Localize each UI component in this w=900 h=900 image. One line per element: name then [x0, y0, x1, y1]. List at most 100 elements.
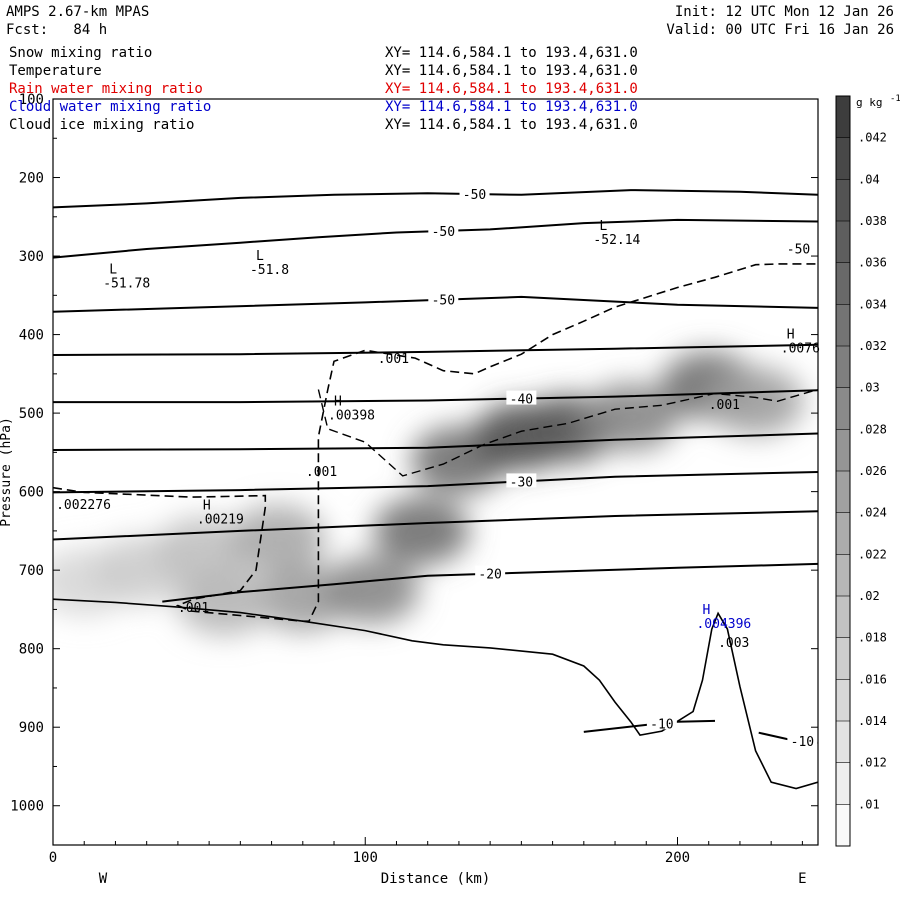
- y-tick-label: 900: [19, 720, 44, 736]
- isotherm-label: -20: [478, 568, 501, 583]
- snow-blob: [707, 367, 804, 436]
- isotherm-label: -50: [463, 188, 486, 203]
- x-tick-label: 200: [665, 850, 690, 866]
- extremum-value: -52.14: [593, 233, 640, 248]
- x-axis-title: Distance (km): [381, 871, 491, 887]
- y-tick-label: 600: [19, 485, 44, 501]
- x-tick-label: 100: [353, 850, 378, 866]
- extremum-value: .00398: [328, 408, 375, 423]
- isotherm-label: -50: [432, 294, 455, 309]
- colorbar-tick-label: .03: [858, 381, 880, 395]
- colorbar-tick-label: .042: [858, 131, 887, 145]
- west-label: W: [99, 871, 108, 887]
- forecast-hour: Fcst: 84 h: [6, 22, 108, 38]
- cloud-ice-contour: [53, 263, 818, 622]
- contour-label: .001: [709, 398, 740, 413]
- field-name: Cloud ice mixing ratio: [9, 117, 194, 133]
- colorbar-tick-label: .04: [858, 172, 880, 186]
- isotherm-label-bg: [506, 473, 537, 488]
- colorbar-swatch: [836, 262, 850, 305]
- isotherm-label: -50: [432, 225, 455, 240]
- field-name: Cloud water mixing ratio: [9, 99, 211, 115]
- colorbar-swatch: [836, 554, 850, 596]
- field-name: Snow mixing ratio: [9, 45, 152, 61]
- contour-label: .002276: [56, 498, 111, 513]
- y-tick-label: 300: [19, 249, 44, 265]
- colorbar-tick-label: .014: [858, 714, 887, 728]
- isotherm-label-bg: [506, 390, 537, 405]
- isotherm-line: [53, 218, 818, 259]
- isotherm-label-bg: [646, 715, 677, 730]
- colorbar-tick-label: .026: [858, 464, 887, 478]
- snow-blob: [229, 504, 326, 573]
- isotherm-label-bg: [428, 291, 459, 306]
- extremum-letter: L: [109, 262, 117, 277]
- extremum-value: .00219: [197, 513, 244, 528]
- colorbar-swatch: [836, 429, 850, 471]
- isotherm-label: -10: [650, 717, 673, 732]
- snow-blob: [176, 567, 273, 636]
- colorbar-tick-label: .02: [858, 589, 880, 603]
- isotherm-label-bg: [459, 186, 490, 201]
- field-range: XY= 114.6,584.1 to 193.4,631.0: [385, 99, 638, 115]
- field-range: XY= 114.6,584.1 to 193.4,631.0: [385, 45, 638, 61]
- isotherm-label: -10: [791, 735, 814, 750]
- extremum-letter: H: [334, 394, 342, 409]
- extremum-value: -51.8: [250, 263, 289, 278]
- isotherm-line: [53, 432, 818, 451]
- colorbar-swatch: [836, 346, 850, 388]
- colorbar-swatch: [836, 471, 850, 513]
- colorbar-tick-label: .012: [858, 756, 887, 770]
- y-tick-label: 700: [19, 563, 44, 579]
- field-range: XY= 114.6,584.1 to 193.4,631.0: [385, 63, 638, 79]
- isotherm-label-bg: [428, 222, 459, 237]
- colorbar-tick-label: .01: [858, 797, 880, 811]
- colorbar-swatch: [836, 304, 850, 346]
- colorbar-swatch: [836, 762, 850, 805]
- extremum-letter: H: [787, 328, 795, 343]
- y-tick-label: 1000: [10, 799, 44, 815]
- field-name: Temperature: [9, 63, 102, 79]
- colorbar-tick-label: .034: [858, 297, 887, 311]
- isotherm-label-bg: [787, 732, 818, 747]
- colorbar-unit: g kg: [856, 96, 883, 109]
- field-range: XY= 114.6,584.1 to 193.4,631.0: [385, 81, 638, 97]
- isotherm-line: [53, 389, 818, 404]
- colorbar-swatch: [836, 221, 850, 263]
- colorbar-tick-label: .036: [858, 256, 887, 270]
- contour-label: .001: [378, 352, 409, 367]
- east-label: E: [798, 871, 806, 887]
- extremum-value: .004396: [696, 617, 751, 632]
- colorbar-tick-label: .022: [858, 547, 887, 561]
- snow-blob: [323, 555, 420, 624]
- colorbar-tick-label: .016: [858, 672, 887, 686]
- colorbar-tick-label: .038: [858, 214, 887, 228]
- extremum-letter: H: [203, 499, 211, 514]
- colorbar-tick-label: .032: [858, 339, 887, 353]
- valid-time: Valid: 00 UTC Fri 16 Jan 26: [666, 22, 894, 38]
- isotherm-label: -40: [510, 393, 533, 408]
- contour-label: .001: [306, 465, 337, 480]
- x-tick-label: 0: [49, 850, 57, 866]
- colorbar-swatch: [836, 804, 850, 846]
- y-tick-label: 100: [19, 92, 44, 108]
- colorbar-tick-label: .024: [858, 506, 887, 520]
- field-range: XY= 114.6,584.1 to 193.4,631.0: [385, 117, 638, 133]
- extremum-value: -51.78: [103, 276, 150, 291]
- extremum-letter: L: [599, 219, 607, 234]
- contour-label: -50: [787, 243, 810, 258]
- terrain-line: [53, 598, 818, 790]
- colorbar-swatch: [836, 179, 850, 221]
- snow-blob: [373, 496, 470, 565]
- snow-blob: [582, 383, 679, 452]
- isotherm-label-bg: [475, 565, 506, 580]
- colorbar-swatch: [836, 387, 850, 430]
- isotherm-label: -30: [510, 475, 533, 490]
- isotherm-line: [53, 471, 818, 494]
- init-time: Init: 12 UTC Mon 12 Jan 26: [674, 4, 894, 20]
- isotherm-line: [53, 343, 818, 356]
- colorbar-swatch: [836, 137, 850, 180]
- plot-frame: [52, 98, 819, 846]
- colorbar-tick-label: .028: [858, 422, 887, 436]
